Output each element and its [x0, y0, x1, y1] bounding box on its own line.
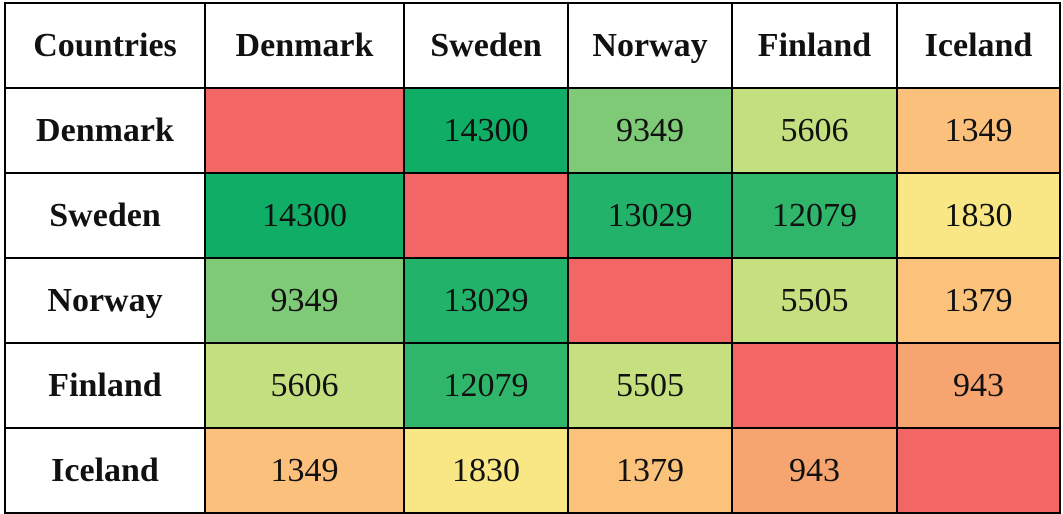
heatmap-cell: 1349: [204, 427, 405, 514]
heatmap-cell: 13029: [567, 172, 733, 259]
column-header: Denmark: [204, 2, 405, 89]
heatmap-cell: 5606: [204, 342, 405, 429]
heatmap-cell: [567, 257, 733, 344]
heatmap-cell: 5505: [567, 342, 733, 429]
heatmap-cell: 1830: [403, 427, 569, 514]
column-header: Iceland: [896, 2, 1061, 89]
heatmap-cell: 12079: [731, 172, 898, 259]
heatmap-cell: 1379: [567, 427, 733, 514]
header-row: Countries Denmark Sweden Norway Finland …: [4, 2, 1061, 89]
heatmap-cell: 13029: [403, 257, 569, 344]
heatmap-cell: 9349: [567, 87, 733, 174]
corner-header: Countries: [4, 2, 206, 89]
table-row: Finland 5606 12079 5505 943: [4, 342, 1061, 429]
heatmap-cell: 1349: [896, 87, 1061, 174]
heatmap-cell: [896, 427, 1061, 514]
column-header: Finland: [731, 2, 898, 89]
heatmap-cell: 5505: [731, 257, 898, 344]
heatmap-cell: 1830: [896, 172, 1061, 259]
row-header: Finland: [4, 342, 206, 429]
heatmap-cell: [403, 172, 569, 259]
heatmap-cell: [204, 87, 405, 174]
table-row: Norway 9349 13029 5505 1379: [4, 257, 1061, 344]
row-header: Sweden: [4, 172, 206, 259]
heatmap-cell: 1379: [896, 257, 1061, 344]
heatmap-cell: 943: [731, 427, 898, 514]
heatmap-cell: 9349: [204, 257, 405, 344]
column-header: Norway: [567, 2, 733, 89]
heatmap-cell: 14300: [204, 172, 405, 259]
table-row: Iceland 1349 1830 1379 943: [4, 427, 1061, 514]
heatmap-table: Countries Denmark Sweden Norway Finland …: [4, 2, 1061, 514]
table-row: Sweden 14300 13029 12079 1830: [4, 172, 1061, 259]
heatmap-cell: [731, 342, 898, 429]
heatmap-cell: 14300: [403, 87, 569, 174]
heatmap-cell: 12079: [403, 342, 569, 429]
row-header: Norway: [4, 257, 206, 344]
row-header: Denmark: [4, 87, 206, 174]
row-header: Iceland: [4, 427, 206, 514]
heatmap-cell: 943: [896, 342, 1061, 429]
heatmap-cell: 5606: [731, 87, 898, 174]
column-header: Sweden: [403, 2, 569, 89]
table-row: Denmark 14300 9349 5606 1349: [4, 87, 1061, 174]
